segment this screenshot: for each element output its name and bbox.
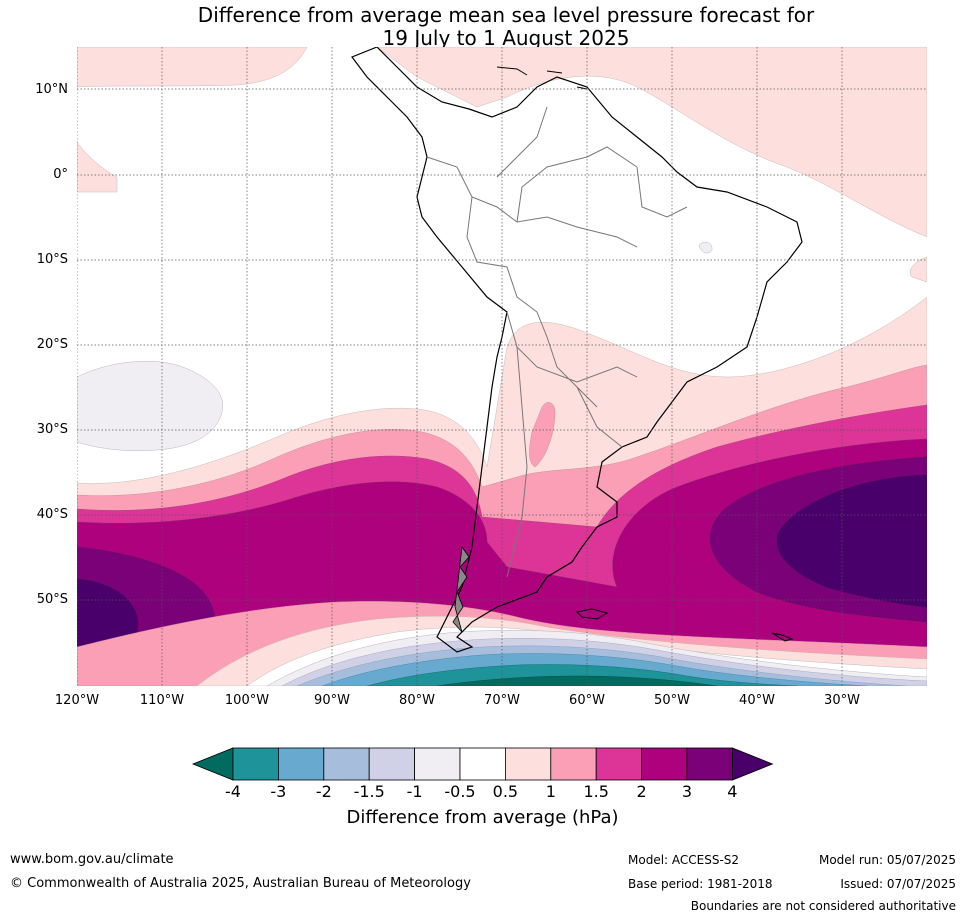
falkland-islands [575,608,609,620]
lon-label-30w: 30°W [824,693,860,708]
colorbar-swatch [641,747,688,781]
anomaly-south-darkteal [436,675,718,686]
colorbar-swatch [414,747,461,781]
colorbar-swatch [504,747,552,781]
colorbar-swatch [323,747,370,781]
colorbar-tick-label: 4 [727,782,738,801]
lat-label-20s: 20°S [36,337,68,352]
country-borders [426,106,688,578]
lon-label-90w: 90°W [314,693,350,708]
footer-base-period: Base period: 1981-2018 [628,877,773,891]
lon-label-80w: 80°W [399,693,435,708]
colorbar [191,747,774,781]
lon-label-120w: 120°W [54,693,100,708]
lon-label-70w: 70°W [484,693,520,708]
colorbar-tick-label: 1 [545,782,556,801]
anomaly-equator-pink [77,141,118,193]
south-georgia [771,632,794,642]
lon-label-50w: 50°W [654,693,690,708]
lat-label-10n: 10°N [35,82,68,97]
anomaly-north-pink [77,47,308,88]
footer-website: www.bom.gov.au/climate [10,852,174,867]
colorbar-swatch [278,747,325,781]
colorbar-label: Difference from average (hPa) [346,807,619,828]
colorbar-arrow-low [191,747,234,781]
colorbar-swatch [550,747,597,781]
colorbar-swatch [686,747,733,781]
colorbar-arrow-high [732,747,774,781]
chile-fjords [452,545,470,633]
colorbar-swatch [232,747,279,781]
lat-label-40s: 40°S [36,507,68,522]
footer-disclaimer: Boundaries are not considered authoritat… [690,899,956,913]
colorbar-tick-label: -0.5 [444,782,476,801]
anomaly-east-dark [776,474,927,608]
colorbar-tick-label: 1.5 [583,782,609,801]
lon-label-60w: 60°W [569,693,605,708]
colorbar-tick-label: -2 [315,782,332,801]
colorbar-swatch [595,747,643,781]
lat-label-10s: 10°S [36,252,68,267]
lon-label-40w: 40°W [739,693,775,708]
colorbar-tick-label: 0.5 [492,782,519,801]
colorbar-tick-label: -4 [225,782,241,801]
footer-model: Model: ACCESS-S2 [628,853,740,867]
title-line-1: Difference from average mean sea level p… [197,3,815,27]
lon-label-100w: 100°W [224,693,270,708]
lon-label-110w: 110°W [139,693,185,708]
anomaly-west-pale [77,361,224,452]
anomaly-east-small-pink [909,256,927,283]
colorbar-tick-label: -3 [270,782,287,801]
colorbar-swatch [459,747,506,781]
anomaly-inland-white-patch [698,241,713,254]
south-america-outline [351,47,803,653]
gridlines [77,47,927,686]
lat-label-50s: 50°S [36,592,68,607]
colorbar-tick-label: 3 [681,782,693,801]
lat-label-0: 0° [53,167,68,182]
footer-model-run: Model run: 05/07/2025 [818,853,956,867]
anomaly-inland-pink [529,402,556,468]
map-title: Difference from average mean sea level p… [0,4,965,50]
footer-copyright: © Commonwealth of Australia 2025, Austra… [10,876,471,891]
colorbar-tick-label: -1 [406,782,423,801]
title-line-2: 19 July to 1 August 2025 [382,26,630,50]
anomaly-south-teal [366,664,798,686]
footer-issued: Issued: 07/07/2025 [840,877,956,891]
colorbar-tick-label: -1.5 [353,782,385,801]
colorbar-tick-label: 2 [636,782,647,801]
pressure-anomaly-map [77,47,927,686]
colorbar-swatch [368,747,415,781]
lat-label-30s: 30°S [36,422,68,437]
anomaly-north-east-pink [376,47,927,238]
